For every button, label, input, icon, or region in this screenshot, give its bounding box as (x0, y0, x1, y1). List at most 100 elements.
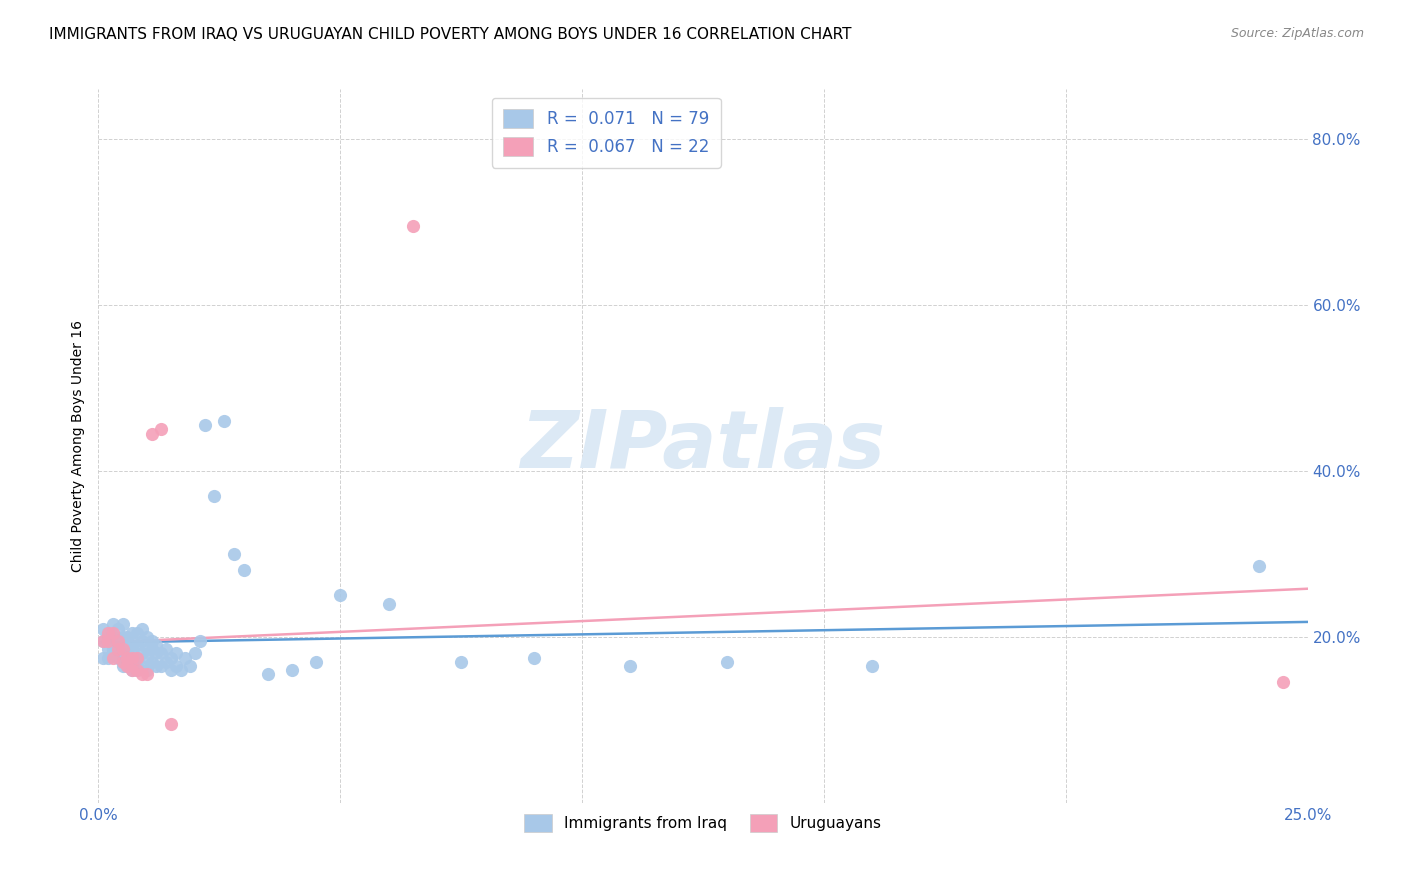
Point (131, 647, 153, 661)
Point (111, 638, 134, 652)
Point (160, 663, 183, 677)
Point (107, 642, 129, 657)
Point (184, 647, 207, 661)
Point (117, 642, 139, 657)
Point (107, 650, 129, 665)
Point (97, 650, 120, 665)
Point (135, 630, 157, 644)
Point (101, 642, 124, 657)
Point (169, 663, 191, 677)
Point (91, 634, 114, 648)
Point (141, 634, 163, 648)
Point (135, 642, 157, 657)
Point (145, 659, 167, 673)
Point (117, 630, 139, 644)
Point (305, 655, 328, 669)
Point (107, 642, 129, 657)
Point (1249, 559, 1271, 574)
Point (111, 630, 134, 644)
Point (97, 642, 120, 657)
Point (121, 650, 143, 665)
Point (127, 650, 149, 665)
Point (127, 625, 149, 640)
Point (619, 659, 641, 673)
Point (121, 642, 143, 657)
Point (281, 663, 304, 677)
Point (97, 634, 120, 648)
Point (135, 663, 157, 677)
Point (135, 667, 157, 681)
Point (127, 663, 149, 677)
Point (256, 667, 278, 681)
Point (91, 650, 114, 665)
Point (111, 650, 134, 665)
Legend: Immigrants from Iraq, Uruguayans: Immigrants from Iraq, Uruguayans (519, 808, 887, 838)
Point (127, 638, 149, 652)
Point (150, 647, 173, 661)
Point (150, 422, 173, 436)
Point (165, 659, 187, 673)
Text: ZIPatlas: ZIPatlas (520, 407, 886, 485)
Point (1272, 675, 1295, 690)
Point (131, 667, 153, 681)
Point (101, 625, 124, 640)
Point (117, 659, 139, 673)
Point (329, 588, 352, 602)
Point (131, 622, 153, 636)
Point (155, 642, 177, 657)
Point (141, 426, 163, 441)
Text: IMMIGRANTS FROM IRAQ VS URUGUAYAN CHILD POVERTY AMONG BOYS UNDER 16 CORRELATION : IMMIGRANTS FROM IRAQ VS URUGUAYAN CHILD … (49, 27, 852, 42)
Point (107, 634, 129, 648)
Point (188, 634, 211, 648)
Point (107, 634, 129, 648)
Point (97, 625, 120, 640)
Point (131, 659, 153, 673)
Point (450, 655, 472, 669)
Point (135, 650, 157, 665)
Point (160, 650, 183, 665)
Point (131, 634, 153, 648)
Point (111, 617, 134, 632)
Point (117, 655, 139, 669)
Point (141, 655, 163, 669)
Point (97, 634, 120, 648)
Point (117, 650, 139, 665)
Y-axis label: Child Poverty Among Boys Under 16: Child Poverty Among Boys Under 16 (70, 320, 84, 572)
Point (121, 663, 143, 677)
Point (127, 663, 149, 677)
Point (165, 647, 187, 661)
Point (141, 642, 163, 657)
Point (91, 622, 114, 636)
Point (150, 659, 173, 673)
Point (107, 622, 129, 636)
Point (101, 650, 124, 665)
Point (145, 638, 167, 652)
Text: Source: ZipAtlas.com: Source: ZipAtlas.com (1230, 27, 1364, 40)
Point (121, 625, 143, 640)
Point (101, 630, 124, 644)
Point (204, 489, 226, 503)
Point (160, 717, 183, 731)
Point (117, 659, 139, 673)
Point (194, 418, 217, 433)
Point (174, 650, 197, 665)
Point (111, 655, 134, 669)
Point (121, 650, 143, 665)
Point (232, 564, 254, 578)
Point (212, 414, 235, 428)
Point (179, 659, 201, 673)
Point (111, 659, 134, 673)
Point (155, 655, 177, 669)
Point (127, 650, 149, 665)
Point (121, 638, 143, 652)
Point (523, 650, 546, 665)
Point (222, 547, 245, 561)
Point (121, 650, 143, 665)
Point (860, 659, 883, 673)
Point (91, 634, 114, 648)
Point (402, 219, 425, 233)
Point (121, 663, 143, 677)
Point (101, 647, 124, 661)
Point (145, 647, 167, 661)
Point (101, 617, 124, 632)
